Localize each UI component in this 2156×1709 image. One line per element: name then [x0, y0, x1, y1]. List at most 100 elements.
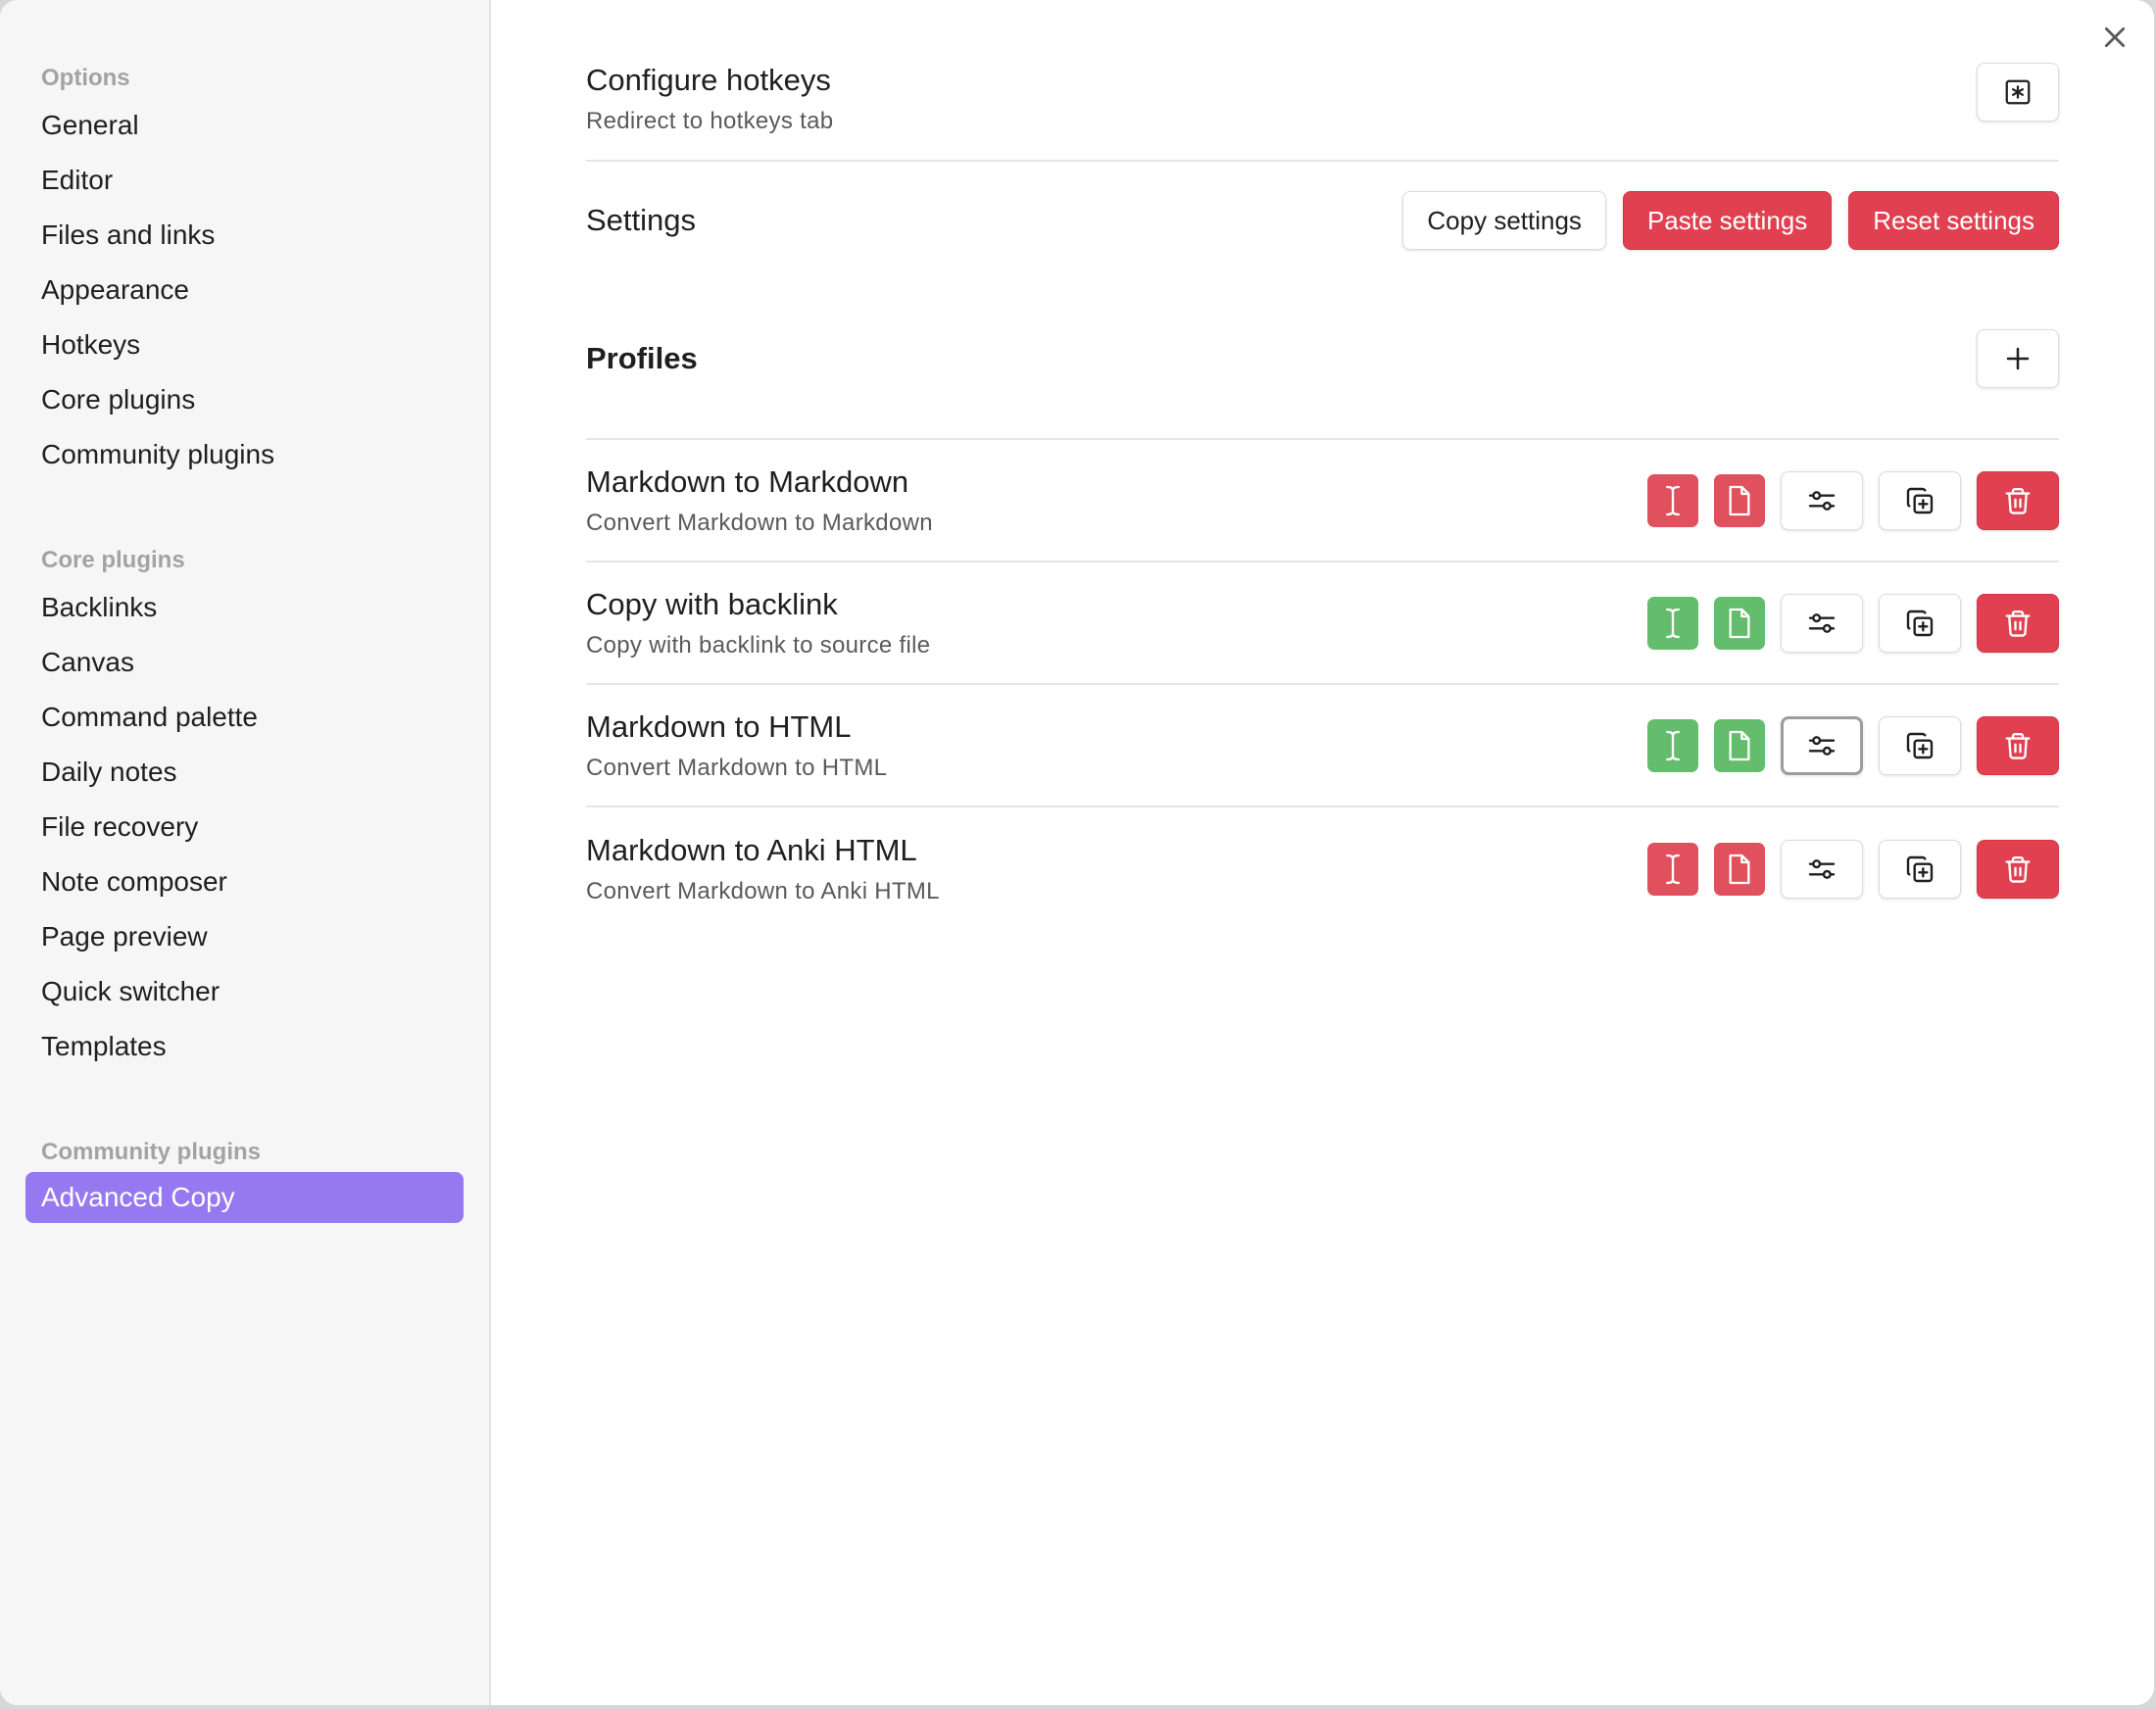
sidebar-group-core-plugins: Core plugins Backlinks Canvas Command pa…: [0, 541, 489, 1074]
sliders-icon: [1808, 490, 1836, 511]
sidebar-item-advanced-copy[interactable]: Advanced Copy: [25, 1172, 464, 1223]
copy-plus-icon: [1906, 855, 1934, 882]
sidebar-item-file-recovery[interactable]: File recovery: [41, 811, 199, 842]
close-button[interactable]: [2097, 20, 2132, 55]
setting-description: Redirect to hotkeys tab: [586, 108, 834, 134]
sidebar-item-command-palette[interactable]: Command palette: [41, 702, 259, 732]
add-profile-button[interactable]: [1977, 329, 2059, 388]
sidebar-item-quick-switcher[interactable]: Quick switcher: [41, 976, 220, 1006]
reset-settings-button[interactable]: Reset settings: [1848, 191, 2059, 250]
copy-selection-toggle[interactable]: [1647, 596, 1698, 650]
sidebar-group-community-plugins: Community plugins Advanced Copy: [0, 1133, 489, 1223]
profile-text: Markdown to Anki HTML Convert Markdown t…: [586, 833, 940, 905]
trash-icon: [2005, 732, 2031, 759]
sliders-icon: [1808, 735, 1836, 756]
sidebar-item-templates[interactable]: Templates: [41, 1031, 167, 1061]
profile-actions: [1781, 470, 2059, 530]
edit-profile-button[interactable]: [1781, 715, 1863, 775]
copy-file-toggle[interactable]: [1714, 596, 1765, 650]
delete-profile-button[interactable]: [1977, 593, 2059, 653]
sliders-icon: [1808, 612, 1836, 633]
hotkeys-setting-row: Configure hotkeys Redirect to hotkeys ta…: [586, 57, 2059, 162]
sidebar-item-hotkeys[interactable]: Hotkeys: [41, 329, 141, 360]
settings-actions-text: Settings: [586, 203, 696, 238]
sidebar-item-page-preview[interactable]: Page preview: [41, 921, 208, 952]
settings-actions-row: Settings Copy settings Paste settings Re…: [586, 162, 2059, 279]
edit-profile-button[interactable]: [1781, 839, 1863, 899]
duplicate-profile-button[interactable]: [1879, 593, 1961, 653]
profile-list: Markdown to Markdown Convert Markdown to…: [586, 440, 2059, 930]
copy-settings-button[interactable]: Copy settings: [1402, 191, 1606, 250]
profile-controls: [1647, 470, 2059, 530]
text-cursor-icon: [1666, 608, 1680, 638]
sidebar-item-files-and-links[interactable]: Files and links: [41, 220, 216, 250]
sidebar-group-options: Options General Editor Files and links A…: [0, 59, 489, 482]
profiles-heading: Profiles: [586, 341, 698, 375]
copy-file-toggle[interactable]: [1714, 842, 1765, 896]
delete-profile-button[interactable]: [1977, 839, 2059, 899]
copy-selection-toggle[interactable]: [1647, 473, 1698, 527]
sidebar-group-title: Options: [41, 65, 130, 91]
sidebar-item-note-composer[interactable]: Note composer: [41, 866, 227, 897]
sidebar-item-appearance[interactable]: Appearance: [41, 274, 190, 305]
settings-sidebar: Options General Editor Files and links A…: [0, 0, 491, 1705]
profile-controls: [1647, 593, 2059, 653]
copy-selection-toggle[interactable]: [1647, 718, 1698, 772]
profile-row: Copy with backlink Copy with backlink to…: [586, 562, 2059, 685]
trash-icon: [2005, 610, 2031, 637]
settings-button-group: Copy settings Paste settings Reset setti…: [1402, 191, 2059, 250]
profile-title: Markdown to Markdown: [586, 464, 909, 499]
profile-toggles: [1647, 842, 1765, 896]
profile-title: Markdown to Anki HTML: [586, 832, 917, 867]
hotkeys-setting-text: Configure hotkeys Redirect to hotkeys ta…: [586, 63, 833, 135]
sidebar-item-backlinks[interactable]: Backlinks: [41, 592, 158, 622]
profile-description: Convert Markdown to Markdown: [586, 509, 933, 536]
plugin-settings: Configure hotkeys Redirect to hotkeys ta…: [586, 57, 2059, 930]
duplicate-profile-button[interactable]: [1879, 715, 1961, 775]
configure-hotkeys-button[interactable]: [1977, 63, 2059, 122]
copy-file-toggle[interactable]: [1714, 473, 1765, 527]
profile-toggles: [1647, 718, 1765, 772]
sidebar-item-editor[interactable]: Editor: [41, 165, 114, 195]
profile-row: Markdown to HTML Convert Markdown to HTM…: [586, 685, 2059, 807]
sidebar-item-canvas[interactable]: Canvas: [41, 647, 134, 677]
paste-settings-button[interactable]: Paste settings: [1622, 191, 1833, 250]
profile-text: Copy with backlink Copy with backlink to…: [586, 587, 930, 659]
profile-description: Copy with backlink to source file: [586, 631, 931, 659]
sidebar-item-core-plugins[interactable]: Core plugins: [41, 384, 196, 415]
profile-text: Markdown to Markdown Convert Markdown to…: [586, 464, 933, 537]
copy-plus-icon: [1906, 732, 1934, 758]
copy-plus-icon: [1906, 487, 1934, 513]
profile-text: Markdown to HTML Convert Markdown to HTM…: [586, 709, 887, 782]
edit-profile-button[interactable]: [1781, 470, 1863, 530]
profile-row: Markdown to Markdown Convert Markdown to…: [586, 440, 2059, 562]
plus-icon: [2006, 347, 2030, 370]
edit-profile-button[interactable]: [1781, 593, 1863, 653]
profile-toggles: [1647, 596, 1765, 650]
sidebar-item-community-plugins[interactable]: Community plugins: [41, 439, 275, 469]
settings-content: Configure hotkeys Redirect to hotkeys ta…: [491, 0, 2154, 1705]
duplicate-profile-button[interactable]: [1879, 470, 1961, 530]
profile-title: Copy with backlink: [586, 586, 838, 621]
copy-selection-toggle[interactable]: [1647, 842, 1698, 896]
duplicate-profile-button[interactable]: [1879, 839, 1961, 899]
asterisk-square-icon: [2005, 79, 2031, 105]
profile-toggles: [1647, 473, 1765, 527]
file-icon: [1729, 608, 1750, 638]
sidebar-item-daily-notes[interactable]: Daily notes: [41, 757, 177, 787]
file-icon: [1729, 730, 1750, 760]
profile-description: Convert Markdown to HTML: [586, 754, 888, 781]
profiles-heading-text: Profiles: [586, 341, 698, 376]
trash-icon: [2005, 855, 2031, 883]
profile-controls: [1647, 839, 2059, 899]
copy-file-toggle[interactable]: [1714, 718, 1765, 772]
profile-row: Markdown to Anki HTML Convert Markdown t…: [586, 807, 2059, 930]
delete-profile-button[interactable]: [1977, 470, 2059, 530]
profile-actions: [1781, 839, 2059, 899]
trash-icon: [2005, 487, 2031, 514]
file-icon: [1729, 485, 1750, 515]
delete-profile-button[interactable]: [1977, 715, 2059, 775]
profile-actions: [1781, 715, 2059, 775]
sidebar-item-general[interactable]: General: [41, 110, 139, 140]
